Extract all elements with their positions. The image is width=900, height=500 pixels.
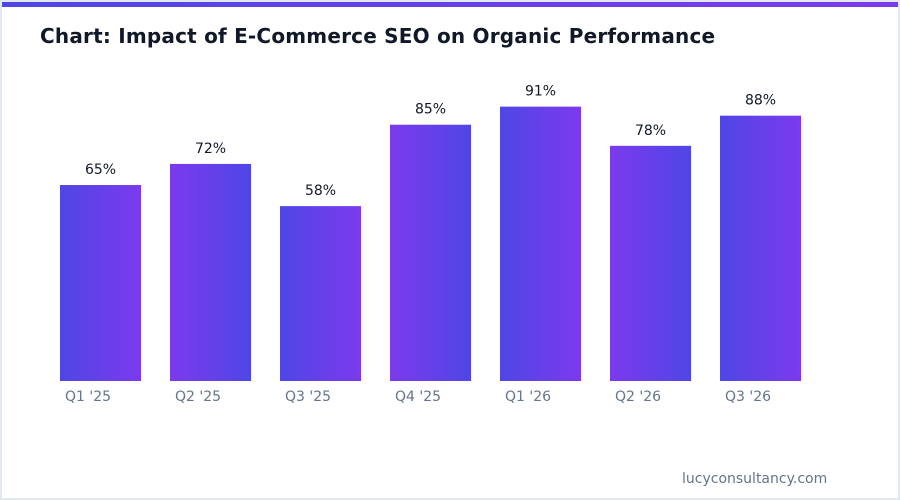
bar-6 xyxy=(720,115,801,382)
chart-title: Chart: Impact of E-Commerce SEO on Organ… xyxy=(40,24,716,48)
x-tick-label: Q2 '26 xyxy=(615,389,661,405)
bar-5 xyxy=(610,145,691,381)
x-tick-label: Q2 '25 xyxy=(175,389,221,405)
data-label: 88% xyxy=(745,93,776,109)
x-tick-label: Q1 '25 xyxy=(65,389,111,405)
x-tick-label: Q4 '25 xyxy=(395,389,441,405)
bar-2 xyxy=(280,206,361,381)
bar-4 xyxy=(500,106,581,381)
data-label: 85% xyxy=(415,102,446,118)
footer-credit: lucyconsultancy.com xyxy=(682,471,828,487)
data-label: 91% xyxy=(525,84,556,100)
bar-1 xyxy=(170,163,251,381)
x-tick-label: Q1 '26 xyxy=(505,389,551,405)
bar-3 xyxy=(390,124,471,381)
data-label: 72% xyxy=(195,141,226,157)
accent-bar xyxy=(2,2,898,7)
bar-0 xyxy=(60,185,141,381)
data-label: 65% xyxy=(85,162,116,178)
x-tick-label: Q3 '25 xyxy=(285,389,331,405)
data-label: 58% xyxy=(305,183,336,199)
data-label: 78% xyxy=(635,123,666,139)
x-tick-label: Q3 '26 xyxy=(725,389,771,405)
